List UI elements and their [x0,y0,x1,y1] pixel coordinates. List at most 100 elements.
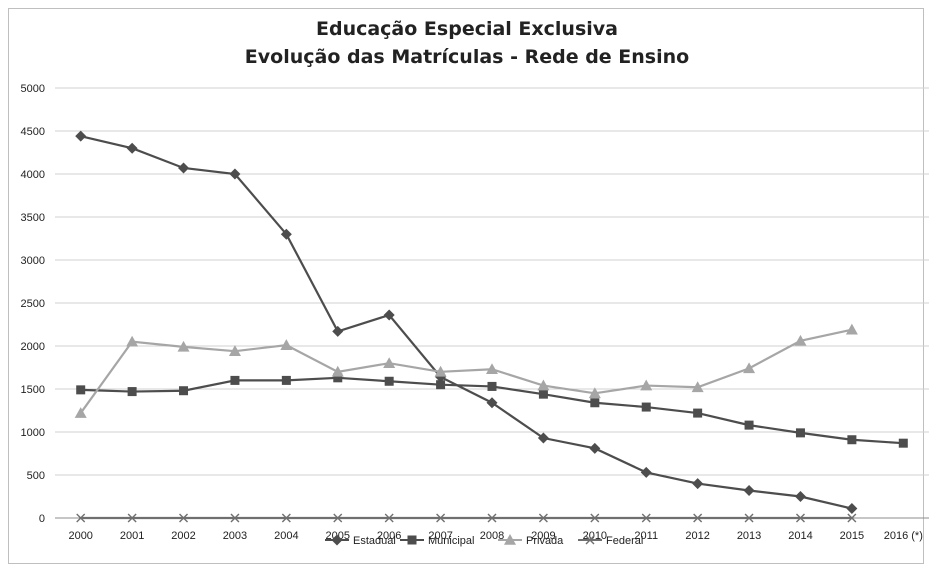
data-point [127,513,137,523]
data-point [76,385,86,395]
data-point [230,513,240,523]
x-tick-label: 2016 (*) [884,530,923,542]
data-point [898,438,908,448]
data-point [383,309,395,321]
data-point [693,513,703,523]
data-point [641,513,651,523]
y-tick-label: 1500 [21,384,45,396]
x-tick-label: 2014 [788,530,812,542]
data-point [692,478,704,490]
legend-label: Estadual [353,535,396,547]
data-point [486,397,498,409]
data-point [179,513,189,523]
data-point [280,339,293,350]
data-point [126,142,138,154]
data-point [590,513,600,523]
data-point [538,513,548,523]
data-point [693,408,703,418]
data-point [538,389,548,399]
y-tick-label: 5000 [21,83,45,95]
gridlines [55,87,929,519]
data-point [847,513,857,523]
series-markers [74,130,908,523]
data-point [743,362,756,374]
data-point [744,420,754,430]
data-point [588,387,601,399]
y-tick-label: 4500 [21,126,45,138]
y-tick-label: 2000 [21,341,45,353]
data-point [280,228,292,240]
data-point [127,387,137,397]
data-point [486,363,498,375]
data-point [333,513,343,523]
data-point [589,442,601,454]
x-tick-label: 2009 [531,530,555,542]
y-tick-label: 0 [39,513,45,525]
data-point [331,365,344,377]
x-tick-label: 2013 [737,530,761,542]
y-tick-label: 500 [27,470,45,482]
data-point [537,432,549,444]
x-tick-label: 2000 [68,530,92,542]
legend-label: Federal [606,535,643,547]
y-tick-label: 2500 [21,298,45,310]
data-point [641,402,651,412]
y-tick-label: 1000 [21,427,45,439]
data-point [177,340,190,352]
data-point [333,373,343,383]
legend-label: Privada [526,535,564,547]
x-tick-label: 2011 [634,530,658,542]
x-tick-label: 2001 [120,530,144,542]
data-point [504,534,516,545]
data-point [126,335,139,347]
data-point [436,380,446,390]
data-point [230,375,240,385]
series-line-privada [79,328,853,414]
data-point [537,379,550,391]
data-point [178,162,190,174]
x-tick-label: 2007 [428,530,452,542]
data-point [281,513,291,523]
data-point [228,345,241,356]
chart-subtitle: Evolução das Matrículas - Rede de Ensino [244,46,690,68]
y-tick-label: 3000 [21,255,45,267]
data-point [794,334,807,346]
y-axis-ticks: 0 500 1000 1500 2000 2500 3000 3500 4000 4500 5000 [21,83,45,525]
data-point [487,513,497,523]
data-point [585,535,595,545]
x-tick-label: 2006 [377,530,401,542]
data-point [383,357,396,368]
x-axis-ticks: 2000200120022003200420052006200720082009… [68,530,922,542]
data-point [434,365,447,377]
chart-frame [8,8,924,564]
data-point [590,398,600,408]
data-point [640,466,652,478]
data-point [75,130,87,142]
data-point [331,534,343,546]
data-point [384,513,394,523]
x-tick-label: 2012 [685,530,709,542]
data-point [795,428,805,438]
data-point [179,386,189,396]
legend: Estadual Municipal Privada Federal [325,534,643,547]
data-point [744,513,754,523]
data-point [407,535,417,545]
data-point [795,513,805,523]
data-point [74,407,87,418]
data-point [384,376,394,386]
data-point [845,323,858,335]
data-point [691,381,704,393]
data-point [743,484,755,496]
data-point [76,513,86,523]
data-point [794,491,806,502]
data-point [847,435,857,445]
x-tick-label: 2003 [223,530,247,542]
data-point [846,503,858,515]
y-tick-label: 3500 [21,212,45,224]
data-point [332,325,344,337]
data-point [487,381,497,391]
x-tick-label: 2004 [274,530,298,542]
x-tick-label: 2015 [840,530,864,542]
chart-title: Educação Especial Exclusiva [315,18,618,40]
